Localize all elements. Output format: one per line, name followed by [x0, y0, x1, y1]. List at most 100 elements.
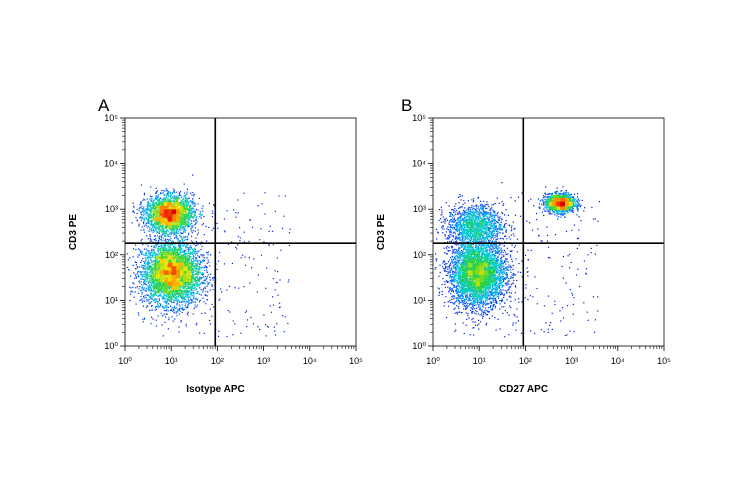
event-point	[143, 209, 145, 212]
event-point	[171, 290, 173, 292]
event-point	[149, 227, 151, 229]
event-point	[153, 245, 155, 247]
event-point	[187, 293, 189, 295]
event-point	[173, 260, 175, 262]
event-point	[167, 248, 169, 251]
event-point	[183, 207, 185, 209]
event-point	[172, 260, 174, 262]
event-point	[145, 224, 147, 226]
event-point	[195, 257, 197, 259]
event-point	[198, 213, 200, 215]
event-point	[181, 296, 183, 298]
event-point	[209, 319, 211, 321]
event-point	[188, 197, 190, 199]
event-point	[204, 276, 206, 278]
event-point	[147, 225, 149, 228]
event-point	[149, 293, 152, 295]
event-point	[185, 194, 187, 196]
event-point	[185, 247, 187, 249]
event-point	[155, 300, 158, 302]
event-point	[126, 266, 129, 268]
event-point	[164, 258, 166, 260]
event-point	[188, 281, 190, 283]
event-point	[178, 294, 180, 296]
event-point	[161, 290, 163, 292]
event-point	[182, 223, 184, 225]
event-point	[154, 263, 156, 265]
event-point	[158, 198, 160, 200]
event-point	[153, 287, 155, 289]
event-point	[129, 293, 132, 295]
event-point	[148, 302, 150, 304]
event-point	[190, 274, 192, 276]
event-point	[231, 241, 233, 243]
event-point	[177, 228, 179, 230]
event-point	[193, 292, 195, 294]
event-point	[170, 237, 172, 240]
event-point	[188, 268, 190, 270]
event-point	[151, 285, 153, 287]
event-point	[223, 218, 226, 220]
event-point	[199, 271, 201, 273]
event-point	[175, 300, 177, 302]
event-point	[141, 287, 143, 289]
event-point	[188, 212, 190, 214]
event-point	[151, 220, 153, 222]
event-point	[203, 259, 205, 262]
event-point	[192, 258, 194, 260]
event-point	[165, 300, 167, 302]
event-point	[197, 267, 199, 270]
event-point	[149, 234, 151, 236]
event-point	[188, 260, 190, 262]
event-point	[208, 202, 210, 204]
event-point	[186, 300, 188, 302]
event-point	[181, 255, 183, 257]
event-point	[151, 248, 153, 250]
event-point	[189, 211, 191, 214]
event-point	[206, 252, 209, 254]
event-point	[156, 267, 158, 269]
event-point	[146, 226, 148, 228]
event-point	[157, 272, 159, 274]
event-point	[192, 285, 194, 287]
event-point	[168, 240, 170, 243]
event-point	[134, 261, 136, 263]
event-point	[188, 275, 190, 277]
event-point	[160, 248, 162, 250]
event-point	[160, 286, 163, 288]
event-point	[172, 252, 174, 254]
event-point	[178, 258, 180, 261]
event-point	[152, 253, 154, 255]
event-point	[165, 268, 167, 270]
event-point	[194, 211, 196, 213]
event-point	[193, 201, 195, 203]
event-point	[163, 230, 165, 232]
event-point	[194, 289, 196, 291]
event-point	[195, 288, 197, 290]
event-point	[144, 270, 146, 272]
event-point	[174, 247, 176, 249]
event-point	[144, 276, 146, 278]
event-point	[144, 216, 146, 218]
event-point	[195, 288, 198, 290]
event-point	[179, 251, 182, 253]
event-point	[163, 250, 165, 253]
event-point	[184, 277, 186, 279]
event-point	[172, 290, 174, 292]
event-point	[145, 248, 147, 250]
event-point	[189, 206, 191, 208]
event-point	[160, 230, 162, 232]
event-point	[195, 306, 198, 308]
event-point	[181, 270, 183, 272]
event-point	[149, 203, 151, 205]
event-point	[185, 272, 187, 274]
event-point	[195, 222, 197, 224]
event-point	[146, 284, 148, 286]
event-point	[191, 287, 193, 289]
event-point	[186, 236, 188, 238]
event-point	[144, 275, 146, 277]
event-point	[191, 293, 193, 295]
event-point	[176, 202, 178, 204]
event-point	[150, 217, 152, 219]
event-point	[156, 190, 158, 192]
